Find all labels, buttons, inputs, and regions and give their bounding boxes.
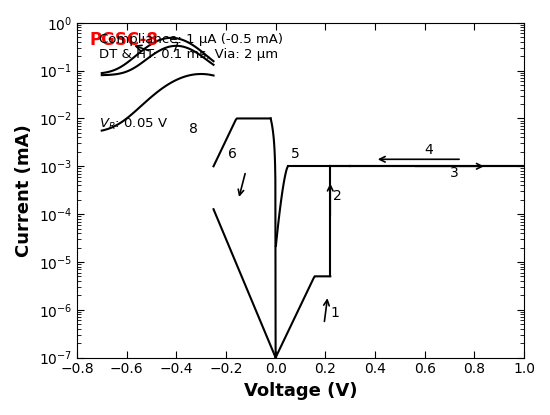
Text: 3: 3 (449, 166, 458, 180)
Text: 8: 8 (189, 122, 197, 136)
Text: 5: 5 (290, 147, 299, 161)
Text: 2: 2 (333, 189, 342, 203)
Text: 6: 6 (228, 147, 237, 161)
Y-axis label: Current (mA): Current (mA) (15, 124, 33, 256)
Text: PGSC-8: PGSC-8 (89, 31, 158, 49)
Text: 7: 7 (171, 41, 180, 55)
Text: 4: 4 (425, 143, 433, 157)
Text: 1: 1 (330, 306, 339, 320)
X-axis label: Voltage (V): Voltage (V) (244, 382, 357, 400)
Text: Compliance: 1 μA (-0.5 mA)
DT & HT: 0.1 ms, Via: 2 μm: Compliance: 1 μA (-0.5 mA) DT & HT: 0.1 … (99, 33, 283, 61)
Text: $V_R$: 0.05 V: $V_R$: 0.05 V (99, 117, 168, 132)
